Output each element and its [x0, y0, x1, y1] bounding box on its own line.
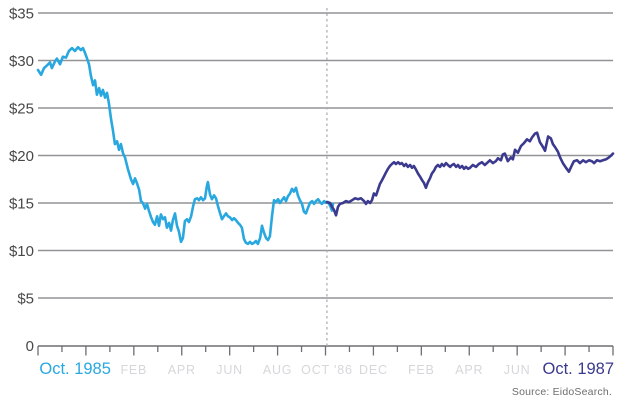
x-axis-label: OCT '86	[301, 363, 353, 377]
y-axis-label: $5	[17, 291, 34, 308]
y-axis-label: $15	[9, 196, 34, 213]
y-axis-label: $20	[9, 148, 34, 165]
x-axis-label: APR	[455, 363, 483, 377]
series-line-historical	[36, 45, 335, 246]
y-axis-label: $30	[9, 53, 34, 70]
x-axis-label: JUN	[216, 363, 243, 377]
y-axis-label: 0	[26, 338, 34, 355]
x-axis-label: Oct. 1985	[39, 360, 111, 378]
y-axis-label: $25	[9, 101, 34, 118]
y-axis-label: $10	[9, 243, 34, 260]
y-axis-label: $35	[9, 6, 34, 23]
x-axis-label: FEB	[408, 363, 435, 377]
x-axis-label: APR	[168, 363, 196, 377]
source-credit: Source: EidoSearch.	[511, 386, 612, 398]
x-axis-label: JUN	[504, 363, 531, 377]
x-axis-label: FEB	[120, 363, 147, 377]
x-axis-label: DEC	[359, 363, 388, 377]
x-axis-label: AUG	[263, 363, 293, 377]
x-axis-label: Oct. 1987	[542, 360, 614, 378]
series-line-projected	[325, 131, 615, 217]
